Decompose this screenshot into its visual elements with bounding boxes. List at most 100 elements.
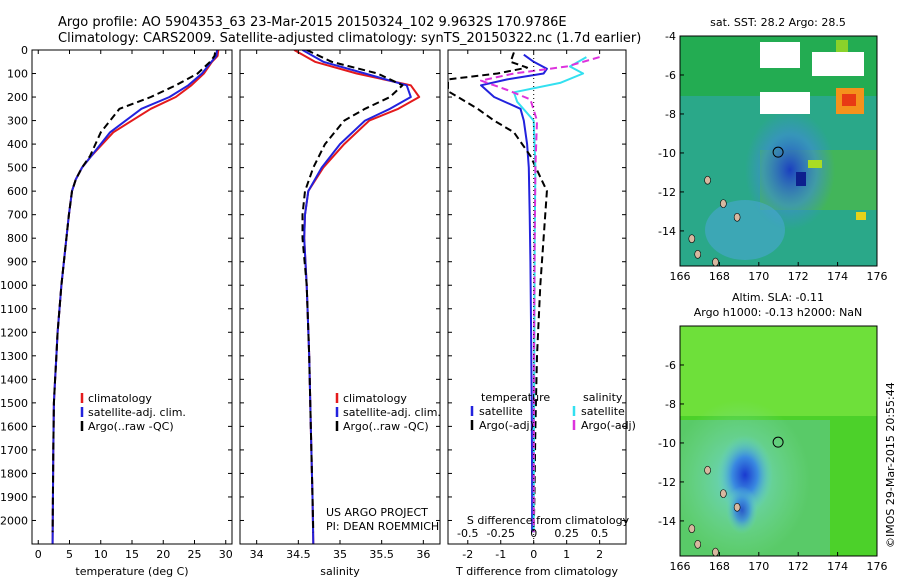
pi-credit: PI: DEAN ROEMMICH [326, 520, 439, 533]
x-tick-label: 10 [94, 548, 108, 561]
s-tick-label: 0 [530, 527, 537, 540]
island-shape [704, 465, 711, 475]
temperature-profile-xlabel: temperature (deg C) [75, 565, 188, 578]
sla-map-panel: Altim. SLA: -0.11 Argo h1000: -0.13 h200… [658, 291, 887, 573]
s-tick-label: -0.5 [457, 527, 478, 540]
y-tick-label: 1700 [0, 444, 28, 457]
y-tick-label: 1200 [0, 326, 28, 339]
sla-field [680, 326, 877, 556]
map-x-tick-label: 172 [788, 270, 809, 283]
difference-from-climatology-xlabel: T difference from climatology [455, 565, 618, 578]
map-y-tick-label: -6 [665, 69, 676, 82]
y-tick-label: 1900 [0, 491, 28, 504]
legend-label: Argo(-adj) [479, 419, 534, 432]
x-tick-label: 35.5 [369, 548, 394, 561]
temperature-profile-lines [51, 50, 220, 544]
x-tick-label: 0 [35, 548, 42, 561]
x-tick-label: 35 [333, 548, 347, 561]
sst-map-title: sat. SST: 28.2 Argo: 28.5 [710, 16, 846, 29]
x-tick-label: 30 [219, 548, 233, 561]
x-tick-label: 34.5 [286, 548, 311, 561]
map-x-tick-label: 176 [867, 270, 888, 283]
y-tick-label: 300 [7, 115, 28, 128]
legend-label: satellite [581, 405, 625, 418]
legend-label: satellite [479, 405, 523, 418]
imos-watermark: ©IMOS 29-Mar-2015 20:55:44 [884, 382, 897, 548]
sla-map-frame [679, 325, 878, 557]
y-tick-label: 600 [7, 185, 28, 198]
series-line-climatology [293, 50, 421, 544]
island-shape [733, 212, 741, 222]
legend-label: Argo(..raw -QC) [343, 420, 429, 433]
series-line-satellite-adj-clim- [302, 50, 412, 544]
map-y-tick-label: -10 [658, 437, 676, 450]
y-tick-label: 400 [7, 138, 28, 151]
salinity-profile-lines [293, 50, 421, 544]
sst-map-frame [679, 35, 878, 267]
island-shape [712, 257, 719, 267]
island-shape [720, 489, 727, 498]
island-shape [688, 524, 696, 534]
map-y-tick-label: -14 [658, 515, 676, 528]
header-title: Argo profile: AO 5904353_63 23-Mar-2015 … [58, 15, 567, 30]
x-tick-label: 15 [125, 548, 139, 561]
map-y-tick-label: -6 [665, 359, 676, 372]
y-tick-label: 1600 [0, 420, 28, 433]
y-tick-label: 800 [7, 232, 28, 245]
series-line-satellite-adj-clim- [51, 50, 218, 544]
map-x-tick-label: 174 [827, 560, 848, 573]
difference-from-climatology-lines [448, 52, 600, 533]
map-y-tick-label: -8 [665, 398, 676, 411]
series-line-argo-adj--temperature [448, 52, 548, 533]
y-tick-label: 700 [7, 209, 28, 222]
series-line-argo-raw-qc- [301, 50, 404, 533]
y-tick-label: 1500 [0, 397, 28, 410]
argo-position-marker [772, 436, 784, 448]
y-tick-label: 1400 [0, 373, 28, 386]
y-tick-label: 1800 [0, 467, 28, 480]
map-y-tick-label: -10 [658, 147, 676, 160]
map-y-tick-label: -12 [658, 476, 676, 489]
x-tick-label: 20 [156, 548, 170, 561]
legend-title-temperature: temperature [481, 391, 550, 404]
island-shape [694, 540, 702, 549]
y-tick-label: 100 [7, 68, 28, 81]
series-line-satellite-temperature [480, 53, 548, 533]
map-x-tick-label: 172 [788, 560, 809, 573]
s-tick-label: 0.5 [591, 527, 609, 540]
y-tick-label: 500 [7, 162, 28, 175]
x-tick-label: 25 [188, 548, 202, 561]
map-x-tick-label: 166 [670, 270, 691, 283]
s-tick-label: -0.25 [487, 527, 515, 540]
map-x-tick-label: 168 [709, 560, 730, 573]
x-tick-label: 2 [596, 548, 603, 561]
legend-label: satellite-adj. clim. [88, 406, 186, 419]
map-y-tick-label: -14 [658, 225, 676, 238]
x-tick-label: -2 [462, 548, 473, 561]
island-shape [712, 547, 719, 557]
legend-label: Argo(..raw -QC) [88, 420, 174, 433]
salinity-profile-xlabel: salinity [320, 565, 360, 578]
series-line-argo-adj--salinity [480, 56, 600, 533]
x-tick-label: 34 [250, 548, 264, 561]
sla-map-title: Altim. SLA: -0.11 [732, 291, 824, 304]
map-x-tick-label: 168 [709, 270, 730, 283]
legend-label: climatology [88, 392, 152, 405]
map-y-tick-label: -12 [658, 186, 676, 199]
s-tick-label: 0.25 [554, 527, 579, 540]
difference-panel: -2 -1 0 1 2 T difference from climatology -0.5… [447, 49, 636, 578]
series-line-argo-raw-qc- [51, 52, 217, 533]
argo-position-marker [772, 146, 784, 158]
map-x-tick-label: 174 [827, 270, 848, 283]
y-tick-label: 2000 [0, 514, 28, 527]
temperature-profile-frame [31, 49, 233, 545]
project-credit: US ARGO PROJECT [326, 506, 428, 519]
island-shape [733, 502, 741, 512]
legend-title-salinity: salinity [583, 391, 623, 404]
map-y-tick-label: -4 [665, 30, 676, 43]
x-tick-label: 5 [66, 548, 73, 561]
salinity-panel: 34 34.5 35 35.5 36 salinity climatologysatelli… [239, 49, 441, 578]
sst-map-panel: sat. SST: 28.2 Argo: 28.5 166 168 170 172 17… [658, 16, 887, 283]
y-tick-label: 200 [7, 91, 28, 104]
